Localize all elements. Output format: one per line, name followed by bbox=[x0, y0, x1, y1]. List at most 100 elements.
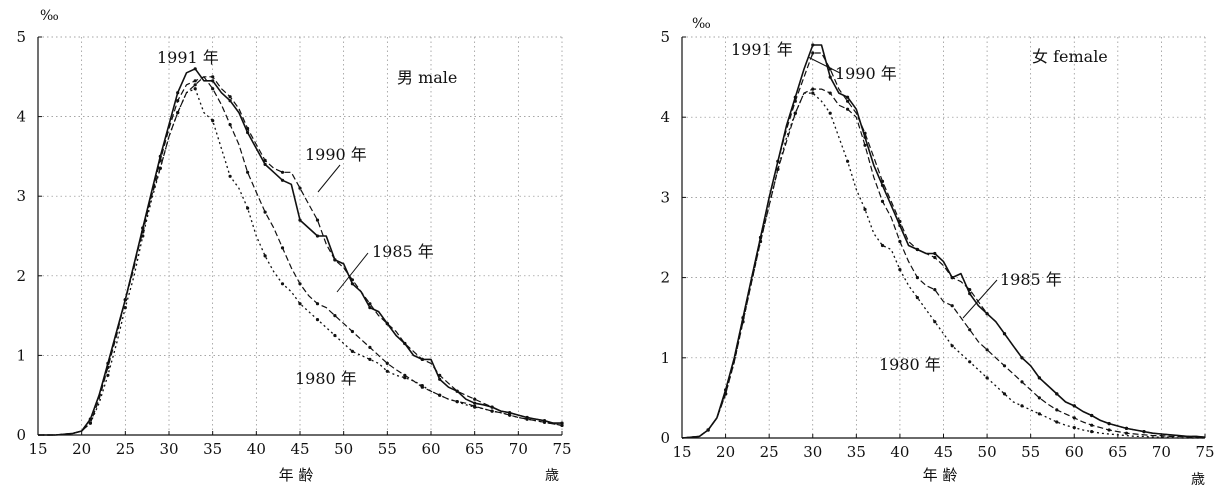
data-point bbox=[246, 170, 250, 174]
data-point bbox=[1107, 422, 1111, 426]
data-point bbox=[403, 373, 407, 377]
data-point bbox=[158, 166, 162, 170]
series-label: 1985 年 bbox=[372, 242, 434, 261]
data-point bbox=[298, 218, 302, 222]
data-point bbox=[193, 79, 197, 83]
data-point bbox=[741, 320, 745, 324]
data-point bbox=[1124, 426, 1129, 430]
data-point bbox=[455, 400, 459, 404]
data-point bbox=[158, 158, 162, 162]
y-tick-label: 3 bbox=[16, 187, 26, 205]
y-tick-label: 5 bbox=[660, 28, 670, 46]
data-point bbox=[525, 417, 529, 421]
data-point bbox=[368, 306, 372, 310]
x-axis-unit: 歳 bbox=[1191, 472, 1205, 488]
data-point bbox=[368, 357, 372, 361]
series-label-leader bbox=[336, 252, 369, 293]
data-point bbox=[811, 91, 815, 95]
x-axis-unit: 歳 bbox=[545, 468, 559, 484]
data-point bbox=[898, 268, 902, 272]
chart-title: 女 female bbox=[1032, 47, 1108, 66]
x-tick-label: 55 bbox=[378, 440, 397, 458]
x-tick-label: 20 bbox=[716, 443, 735, 461]
y-tick-label: 2 bbox=[660, 269, 670, 287]
data-point bbox=[1072, 416, 1076, 420]
data-point bbox=[193, 67, 197, 71]
data-point bbox=[985, 348, 989, 352]
data-point bbox=[1090, 423, 1094, 427]
x-axis-label: 年 齢 bbox=[279, 466, 314, 484]
data-point bbox=[228, 123, 232, 127]
data-point bbox=[315, 302, 320, 306]
data-point bbox=[368, 302, 372, 306]
data-point bbox=[846, 107, 850, 111]
series-line bbox=[681, 52, 1206, 439]
female-chart-panel: 15 20 25 30 35 40 45 50 55 60 65 70 75012345‰年 齢歳女 f… bbox=[660, 16, 1214, 488]
data-point bbox=[508, 413, 512, 417]
data-point bbox=[333, 314, 337, 318]
data-point bbox=[1020, 356, 1024, 360]
data-point bbox=[315, 318, 320, 322]
data-point bbox=[123, 298, 127, 302]
data-point bbox=[403, 341, 407, 346]
data-point bbox=[263, 158, 267, 162]
series-line bbox=[38, 76, 562, 436]
data-point bbox=[298, 186, 302, 190]
data-point bbox=[776, 159, 780, 163]
data-point bbox=[1090, 413, 1094, 418]
x-tick-label: 45 bbox=[290, 440, 309, 458]
data-point bbox=[350, 349, 354, 353]
x-tick-label: 60 bbox=[421, 440, 440, 458]
data-point bbox=[228, 174, 232, 178]
x-tick-label: 30 bbox=[159, 440, 178, 458]
data-point bbox=[724, 392, 728, 396]
x-tick-label: 65 bbox=[1108, 443, 1127, 461]
series-line bbox=[681, 92, 1205, 439]
series-label: 1990 年 bbox=[305, 145, 367, 164]
data-point bbox=[1090, 430, 1094, 434]
data-point bbox=[193, 87, 197, 91]
data-point bbox=[898, 239, 902, 244]
x-tick-label: 50 bbox=[978, 443, 997, 461]
data-point bbox=[403, 376, 407, 380]
data-point bbox=[793, 111, 797, 115]
data-point bbox=[455, 389, 459, 393]
data-point bbox=[793, 99, 797, 103]
y-tick-label: 1 bbox=[660, 349, 670, 367]
x-tick-label: 50 bbox=[334, 440, 353, 458]
x-tick-label: 25 bbox=[116, 440, 135, 458]
series-label-leader bbox=[807, 56, 841, 74]
data-point bbox=[863, 143, 867, 147]
data-point bbox=[280, 170, 285, 174]
x-tick-label: 70 bbox=[1152, 443, 1171, 461]
series-label: 1980 年 bbox=[295, 369, 357, 388]
data-point bbox=[211, 79, 215, 83]
x-tick-label: 20 bbox=[72, 440, 91, 458]
x-tick-label: 40 bbox=[890, 443, 909, 461]
x-tick-label: 25 bbox=[760, 443, 779, 461]
data-point bbox=[106, 365, 110, 369]
data-point bbox=[420, 357, 424, 361]
series-label: 1991 年 bbox=[157, 48, 219, 67]
data-point bbox=[1055, 408, 1059, 412]
data-point bbox=[438, 393, 442, 397]
series-label: 1980 年 bbox=[879, 355, 941, 374]
data-point bbox=[263, 162, 267, 166]
data-point bbox=[350, 329, 354, 334]
data-point bbox=[490, 405, 494, 409]
data-point bbox=[333, 258, 337, 262]
data-point bbox=[758, 239, 763, 244]
data-point bbox=[473, 405, 477, 409]
series-line bbox=[38, 76, 563, 436]
data-point bbox=[473, 401, 477, 405]
series-label: 1985 年 bbox=[1000, 270, 1062, 289]
y-tick-label: 5 bbox=[16, 28, 26, 46]
data-point bbox=[828, 111, 832, 115]
data-point bbox=[106, 373, 110, 377]
data-point bbox=[950, 344, 954, 348]
data-point bbox=[880, 199, 885, 203]
data-point bbox=[1020, 380, 1024, 384]
data-point bbox=[863, 131, 867, 135]
series-line bbox=[38, 88, 563, 436]
data-point bbox=[968, 292, 972, 296]
